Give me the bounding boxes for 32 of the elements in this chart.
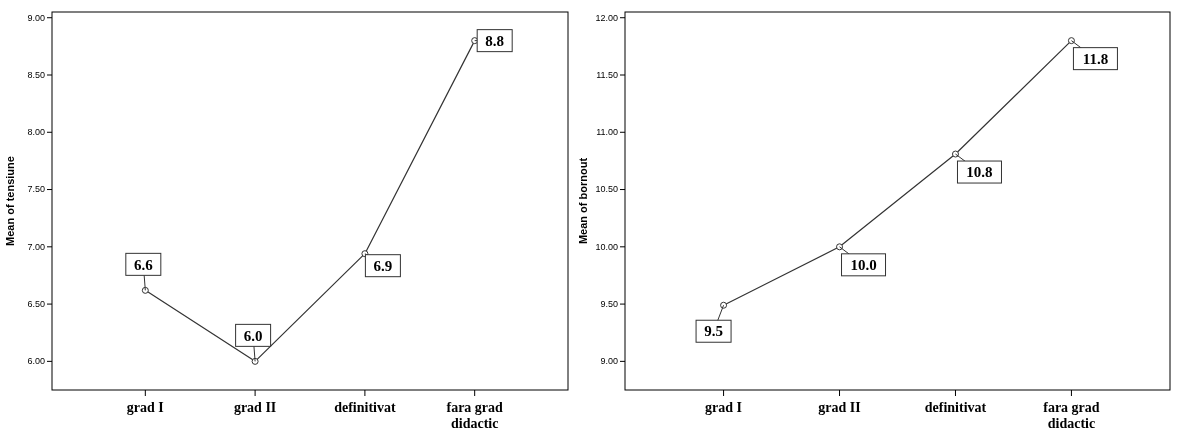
data-label: 10.8	[966, 164, 993, 181]
x-tick-label: definitivat	[334, 400, 396, 415]
data-label: 10.0	[850, 257, 877, 274]
y-tick-label: 12.00	[595, 12, 618, 23]
y-tick-label: 6.50	[27, 298, 45, 309]
x-tick-label: grad I	[126, 400, 164, 415]
data-label: 11.8	[1082, 50, 1109, 67]
y-tick-label: 8.00	[27, 127, 45, 138]
data-label: 6.0	[243, 327, 263, 344]
y-tick-label: 10.50	[595, 184, 618, 195]
data-label: 9.5	[704, 323, 723, 340]
y-tick-label: 7.00	[27, 241, 45, 252]
y-tick-label: 11.00	[596, 127, 618, 138]
data-label: 6.9	[373, 257, 393, 274]
x-tick-label: definitivat	[924, 400, 987, 415]
y-axis-title: Mean of bornout	[577, 157, 589, 245]
y-tick-label: 6.00	[27, 356, 45, 367]
x-tick-label: fara grad didactic	[446, 400, 504, 431]
y-tick-label: 7.50	[27, 184, 45, 195]
data-label: 6.6	[133, 256, 154, 273]
x-tick-label: grad II	[233, 400, 277, 415]
x-tick-label: fara grad didactic	[1043, 400, 1100, 431]
x-tick-label: grad I	[705, 400, 743, 415]
y-tick-label: 9.00	[27, 12, 45, 23]
y-tick-label: 10.00	[595, 241, 618, 252]
data-label: 8.8	[485, 32, 505, 49]
y-tick-label: 9.00	[600, 356, 618, 367]
x-tick-label: grad II	[818, 400, 861, 415]
y-tick-label: 8.50	[27, 69, 45, 80]
y-tick-label: 11.50	[596, 69, 618, 80]
y-tick-label: 9.50	[600, 298, 618, 309]
y-axis-title: Mean of tensiune	[4, 156, 16, 246]
